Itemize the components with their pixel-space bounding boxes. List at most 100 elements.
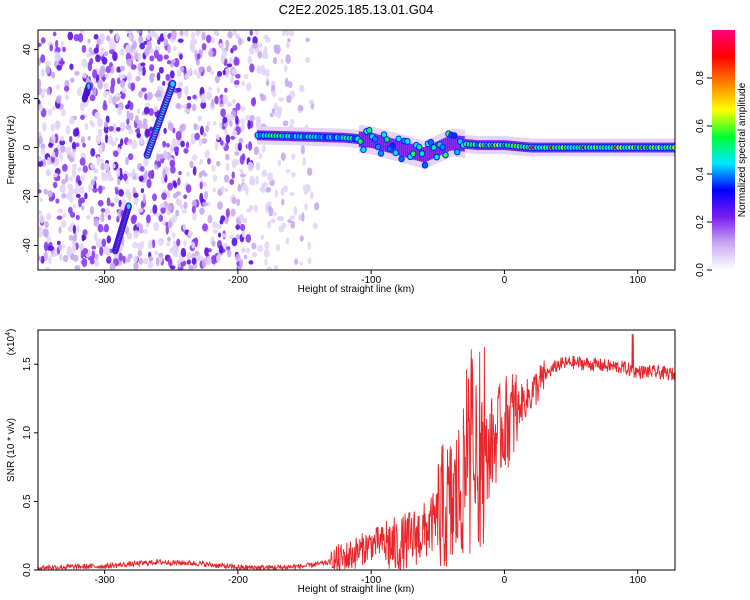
colorbar-ticks: 0.0 0.2 0.4 0.6 0.8 [695,71,712,277]
noise-blob [220,140,224,146]
noise-blob [285,237,290,245]
noise-blob [281,30,286,37]
noise-blob [206,121,211,126]
noise-blob [241,178,246,183]
noise-blob [257,244,263,253]
noise-blob [299,261,303,266]
noise-blob [298,214,303,221]
noise-blob [103,100,107,107]
y-tick-label: -20 [22,189,33,204]
noise-blob [79,157,86,166]
noise-blob [138,207,144,213]
noise-blob [40,37,46,44]
noise-blob [133,230,139,239]
noise-blob [79,101,85,112]
noise-blob [116,167,121,178]
noise-blob [41,122,47,132]
noise-blob [67,206,73,214]
noise-blob [312,222,318,230]
noise-blob [39,197,44,203]
noise-blob [240,106,246,112]
band-mid [394,139,398,155]
noise-blob [291,153,296,160]
noise-blob [287,38,291,43]
band-mid [446,136,450,152]
noise-blob [287,219,292,224]
noise-blob [97,79,103,90]
noise-blob [179,30,184,37]
noise-blob [166,59,171,65]
noise-blob [163,54,169,60]
noise-blob [122,255,126,264]
noise-blob [138,175,144,182]
noise-blob [253,146,260,155]
noise-blob [88,183,93,192]
noise-blob [38,103,44,112]
noise-blob [82,142,86,148]
noise-blob [72,254,79,262]
noise-blob [46,236,52,243]
noise-blob [136,222,141,228]
noise-blob [89,57,94,65]
noise-blob [156,72,161,81]
noise-blob [294,258,299,266]
noise-blob [230,208,236,217]
noise-blob [43,228,50,239]
noise-blob [240,122,245,132]
noise-blob [278,97,285,102]
noise-blob [131,241,138,249]
noise-blob [241,229,246,238]
noise-blob [305,184,311,193]
noise-blob [247,161,254,172]
noise-blob [196,58,200,66]
noise-blob [50,123,55,132]
noise-blob [180,140,185,148]
noise-blob [114,136,118,142]
noise-blob [96,38,102,45]
noise-blob [93,176,98,181]
noise-blob [158,66,164,74]
band-mid [364,132,368,148]
noise-blob [72,243,77,254]
noise-blob [264,45,268,54]
y-tick-label: 0.0 [22,563,33,577]
noise-blob [68,186,74,197]
noise-blob [239,223,246,232]
noise-blob [273,102,278,111]
noise-blob [142,193,146,204]
x-tick-label: -300 [95,275,115,286]
noise-blob [290,172,296,178]
noise-blob [285,41,291,49]
noise-blob [171,232,176,239]
noise-blob [71,168,77,178]
noise-blob [71,235,77,242]
noise-blob [97,224,104,233]
noise-blob [216,160,221,167]
noise-blob [133,255,138,263]
noise-blob [48,142,54,148]
noise-blob [44,221,49,229]
noise-blob [103,82,109,89]
noise-blob [43,241,49,252]
colorbar: 0.0 0.2 0.4 0.6 0.8 Normalized spectral ampl… [695,30,748,277]
noise-blob [89,205,94,215]
band-mid [396,139,400,156]
noise-blob [166,142,170,148]
noise-blob [58,151,64,162]
noise-blob [252,36,258,45]
noise-blob [216,254,221,263]
noise-blob [257,51,263,58]
noise-blob [52,31,57,37]
noise-blob [56,215,63,220]
noise-blob [247,36,251,42]
y-tick-label: 20 [22,93,33,105]
noise-blob [60,135,65,142]
noise-blob [72,224,77,234]
noise-blob [118,73,123,79]
noise-blob [301,212,305,222]
noise-blob [115,187,119,195]
noise-blob [216,224,223,230]
noise-blob [67,31,74,41]
band-mid [454,135,458,151]
noise-blob [236,198,240,206]
